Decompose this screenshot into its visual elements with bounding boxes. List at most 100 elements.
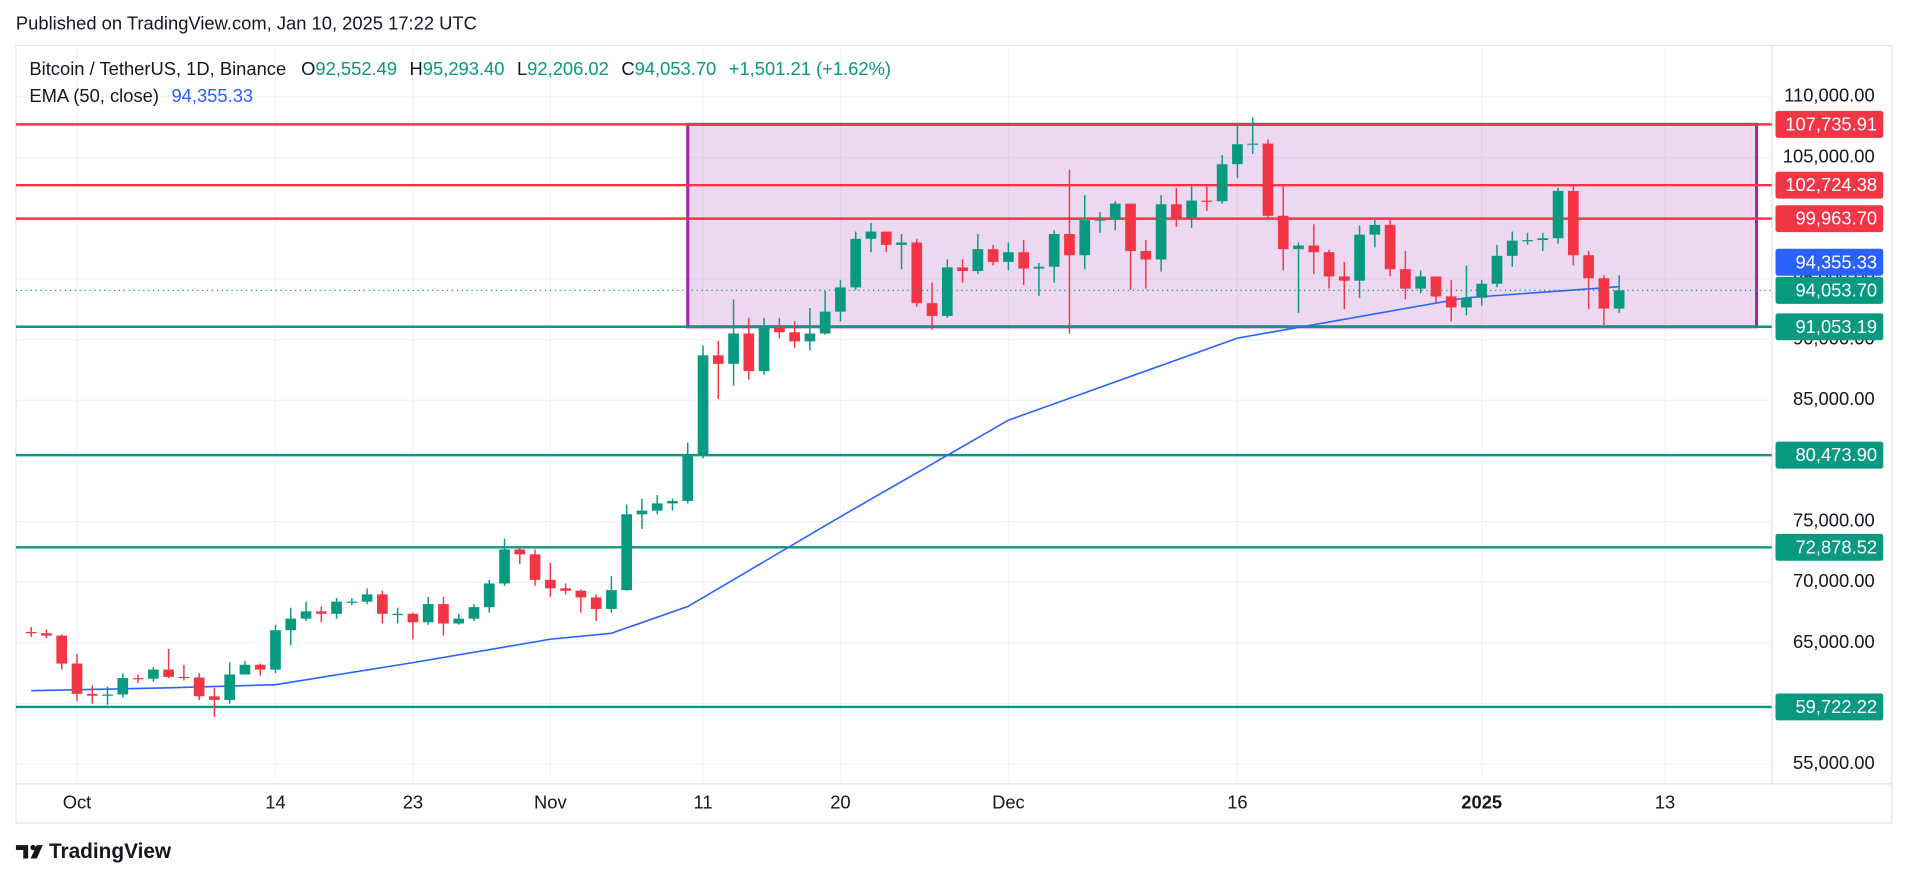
candle-body xyxy=(1537,238,1549,241)
candle-body xyxy=(147,669,159,679)
candle-body xyxy=(270,630,281,670)
candle-body xyxy=(758,326,770,372)
ohlc-key: L xyxy=(517,58,527,79)
legend-ohlc: Bitcoin / TetherUS, 1D, Binance O92,552.… xyxy=(29,58,891,79)
candle-body xyxy=(392,613,403,616)
candle-body xyxy=(819,311,831,334)
candle-body xyxy=(621,514,633,591)
ohlc-key: C xyxy=(621,58,634,79)
candle-body xyxy=(1003,252,1014,262)
ohlc-key: H xyxy=(410,58,423,79)
candle-body xyxy=(1445,296,1457,308)
x-tick-label: 11 xyxy=(693,791,712,812)
level-label-bg xyxy=(1775,441,1884,469)
candle-body xyxy=(239,664,251,675)
candle-body xyxy=(1338,276,1350,281)
range-box xyxy=(686,122,1759,329)
candle-body xyxy=(1415,276,1426,289)
level-label: 99,963.70 xyxy=(1795,208,1877,229)
candle-body xyxy=(1522,240,1533,242)
y-tick-label: 75,000.00 xyxy=(1793,509,1875,530)
candle-body xyxy=(1171,204,1182,218)
candle-body xyxy=(804,333,816,342)
level-label: 107,735.91 xyxy=(1785,113,1877,134)
candle-body xyxy=(56,635,68,664)
candle-body xyxy=(1140,250,1152,260)
candle-body xyxy=(117,678,129,695)
candle-body xyxy=(911,242,923,304)
y-tick-label: 85,000.00 xyxy=(1793,388,1875,409)
candle-body xyxy=(880,231,892,245)
level-label: 102,724.38 xyxy=(1785,174,1877,195)
x-tick-label: 20 xyxy=(830,791,850,812)
candle-body xyxy=(850,238,862,288)
candle-body xyxy=(606,590,617,609)
candle-body xyxy=(224,674,236,700)
candle-body xyxy=(957,267,968,272)
candle-body xyxy=(728,333,739,364)
x-tick-label: 2025 xyxy=(1461,791,1502,812)
candle-body xyxy=(529,554,541,580)
candle-body xyxy=(575,590,587,598)
candle-body xyxy=(300,611,312,619)
level-label-bg xyxy=(1775,205,1884,233)
candle-body xyxy=(1109,203,1121,220)
candle-body xyxy=(941,267,953,316)
ema-price-label-bg xyxy=(1775,248,1884,276)
candle-body xyxy=(1461,297,1472,308)
candle-body xyxy=(1094,219,1106,221)
candle-body xyxy=(1125,203,1136,251)
x-tick-label: 23 xyxy=(403,791,423,812)
candle-body xyxy=(1018,252,1030,269)
candle-body xyxy=(712,355,724,364)
candle-body xyxy=(331,601,342,614)
candle-body xyxy=(1613,290,1625,309)
candle-body xyxy=(926,303,938,316)
candle-body xyxy=(102,694,113,696)
y-tick-label: 55,000.00 xyxy=(1793,752,1875,773)
price-labels: 107,735.91 102,724.38 99,963.70 91,053.19 80… xyxy=(1775,110,1884,721)
level-label-bg xyxy=(1775,533,1884,561)
candle-body xyxy=(1155,204,1167,260)
candle-body xyxy=(1262,143,1274,216)
x-tick-label: 16 xyxy=(1227,791,1247,812)
level-label-bg xyxy=(1775,313,1884,341)
candle-body xyxy=(178,676,190,679)
ema-line xyxy=(31,285,1620,692)
candle-body xyxy=(743,333,755,372)
candle-body xyxy=(1552,190,1564,239)
candle-body xyxy=(1476,283,1488,298)
x-tick-label: 13 xyxy=(1655,791,1675,812)
candle-body xyxy=(193,677,205,697)
y-tick-label: 105,000.00 xyxy=(1783,145,1875,166)
candle-body xyxy=(1216,164,1228,202)
candle-body xyxy=(972,249,984,272)
candle-body xyxy=(682,456,694,501)
candle-body xyxy=(25,631,37,634)
candle-body xyxy=(71,663,83,694)
candle-body xyxy=(468,607,480,619)
candle-body xyxy=(438,604,449,624)
ohlc-key: O xyxy=(301,58,315,79)
candle-body xyxy=(1567,190,1579,256)
candle-body xyxy=(544,579,556,589)
candle-body xyxy=(590,597,602,609)
chart-frame xyxy=(15,44,1893,824)
candle-body xyxy=(483,583,495,608)
candle-body xyxy=(789,332,800,342)
ema-price-label: 94,355.33 xyxy=(1795,251,1877,272)
ohlc-value: 92,206.02 xyxy=(527,58,609,79)
candle-body xyxy=(1354,234,1365,281)
last-price-label: 94,053.70 xyxy=(1795,279,1877,300)
candle-body xyxy=(1201,200,1213,202)
y-tick-label: 70,000.00 xyxy=(1793,570,1875,591)
candle-body xyxy=(1277,215,1289,250)
ohlc-value: 92,552.49 xyxy=(315,58,397,79)
candle-body xyxy=(636,510,648,515)
level-label: 59,722.22 xyxy=(1795,696,1877,717)
candle-body xyxy=(346,601,358,603)
x-tick-label: Nov xyxy=(534,791,567,812)
